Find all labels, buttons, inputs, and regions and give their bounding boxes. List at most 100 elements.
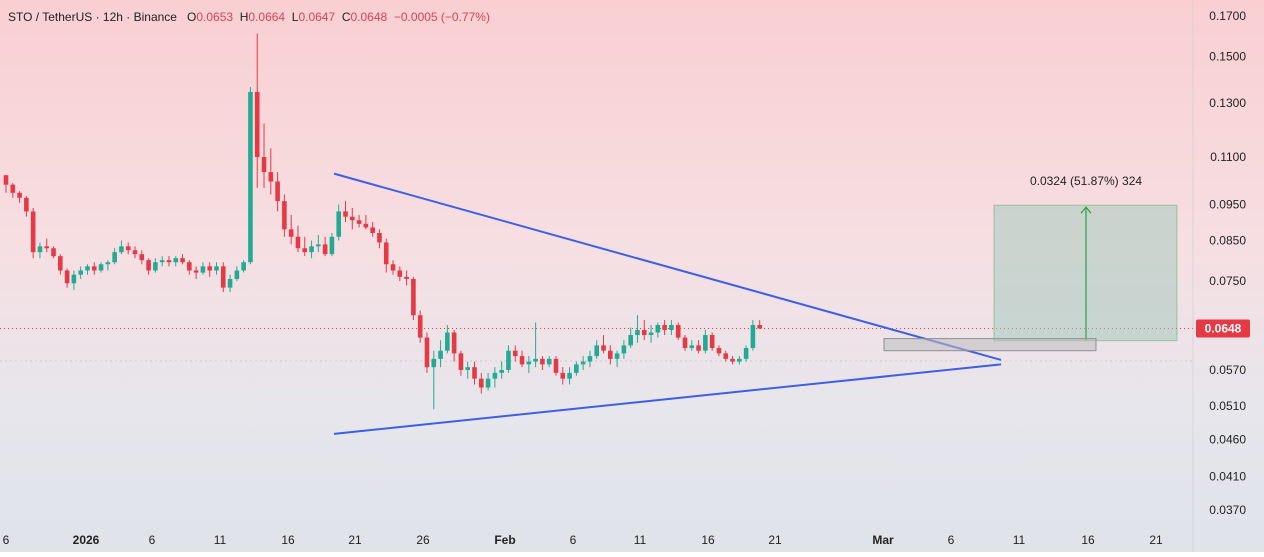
candle-body <box>506 350 511 371</box>
candle-body <box>85 266 90 271</box>
candle-body <box>621 345 627 354</box>
candle-body <box>682 337 688 349</box>
candle-body <box>580 361 586 365</box>
candle-body <box>132 250 138 255</box>
x-tick-label: 21 <box>768 533 782 547</box>
candle-body <box>173 258 179 263</box>
y-tick-label: 0.0950 <box>1209 198 1246 212</box>
candle-body <box>397 270 403 277</box>
candle-body <box>349 216 355 221</box>
candle-body <box>302 248 308 253</box>
change-value: −0.0005 (−0.77%) <box>393 10 490 24</box>
x-tick-label: 6 <box>3 533 10 547</box>
candle-body <box>295 236 301 249</box>
y-tick-label: 0.0460 <box>1209 432 1246 446</box>
candle-body <box>254 91 260 158</box>
candle-body <box>560 372 566 379</box>
candle-body <box>655 324 661 333</box>
candle-body <box>675 324 681 338</box>
candle-body <box>153 262 158 271</box>
candle-body <box>105 262 111 265</box>
candle-body <box>30 211 36 253</box>
candle-body <box>472 367 477 379</box>
y-tick-label: 0.0570 <box>1209 363 1246 377</box>
candle-body <box>526 361 532 365</box>
x-tick-label: 11 <box>1013 533 1026 547</box>
candle-body <box>91 266 97 271</box>
ascending-trendline[interactable] <box>333 363 1002 435</box>
symbol-label[interactable]: STO / TetherUS · 12h · Binance <box>8 10 177 24</box>
candle-body <box>125 246 131 251</box>
x-tick-label: 16 <box>701 533 715 547</box>
candle-body <box>669 324 674 330</box>
candle-body <box>703 335 708 351</box>
candle-body <box>288 229 294 237</box>
candle-body <box>465 367 471 371</box>
x-tick-label: 6 <box>570 533 577 547</box>
candle-body <box>329 236 335 255</box>
low-value: 0.0647 <box>298 10 336 24</box>
candle-body <box>139 254 145 261</box>
candle-body <box>363 223 369 228</box>
measure-label: 0.0324 (51.87%) 324 <box>1030 174 1142 188</box>
candle-body <box>424 337 430 368</box>
candle-body <box>214 266 219 271</box>
y-tick-label: 0.0370 <box>1209 503 1246 517</box>
candle-body <box>377 233 382 243</box>
candle-body <box>24 197 29 212</box>
x-tick-label: Feb <box>494 533 515 547</box>
candle-body <box>689 345 695 349</box>
candle-body <box>180 258 185 263</box>
close-label: C <box>341 10 351 24</box>
candle-body <box>159 260 165 263</box>
candle-body <box>696 345 701 351</box>
candle-body <box>608 350 613 359</box>
close-value: 0.0648 <box>350 10 388 24</box>
candle-body <box>241 262 246 271</box>
candle-body <box>709 335 715 349</box>
candle-body <box>445 332 450 351</box>
y-tick-label: 0.0410 <box>1209 470 1246 484</box>
y-tick-label: 0.0850 <box>1209 234 1246 248</box>
consolidation-box[interactable] <box>883 338 1097 352</box>
open-label: O <box>187 10 197 24</box>
last-price-tag: 0.0648 <box>1196 319 1250 338</box>
x-tick-label: 11 <box>214 533 227 547</box>
candle-body <box>601 345 606 351</box>
candle-body <box>166 260 172 263</box>
candle-body <box>546 358 552 365</box>
candle-body <box>594 345 600 357</box>
candle-body <box>17 192 22 198</box>
candle-body <box>553 358 559 373</box>
candle-body <box>3 175 9 185</box>
candle-body <box>71 274 77 284</box>
candle-body <box>316 244 321 247</box>
candle-body <box>730 358 735 362</box>
low-label: L <box>291 10 299 24</box>
candle-body <box>485 378 491 388</box>
descending-trendline[interactable] <box>333 172 1002 361</box>
candle-body <box>723 353 729 359</box>
candle-body <box>641 329 647 336</box>
candle-body <box>370 227 375 234</box>
candle-body <box>275 181 280 202</box>
candle-body <box>187 262 192 271</box>
candle-body <box>716 348 722 354</box>
candle-body <box>44 246 50 249</box>
high-value: 0.0664 <box>248 10 286 24</box>
candle-body <box>662 324 667 330</box>
candle-body <box>750 324 756 349</box>
open-value: 0.0653 <box>196 10 234 24</box>
y-tick-label: 0.1700 <box>1209 9 1246 23</box>
x-tick-label: 16 <box>281 533 295 547</box>
candle-body <box>37 246 43 253</box>
candle-body <box>519 356 525 365</box>
candle-body <box>417 315 423 338</box>
candle-body <box>533 358 538 362</box>
high-label: H <box>239 10 249 24</box>
y-tick-label: 0.0510 <box>1209 399 1246 413</box>
candle-body <box>540 358 545 365</box>
candle-body <box>220 266 226 288</box>
